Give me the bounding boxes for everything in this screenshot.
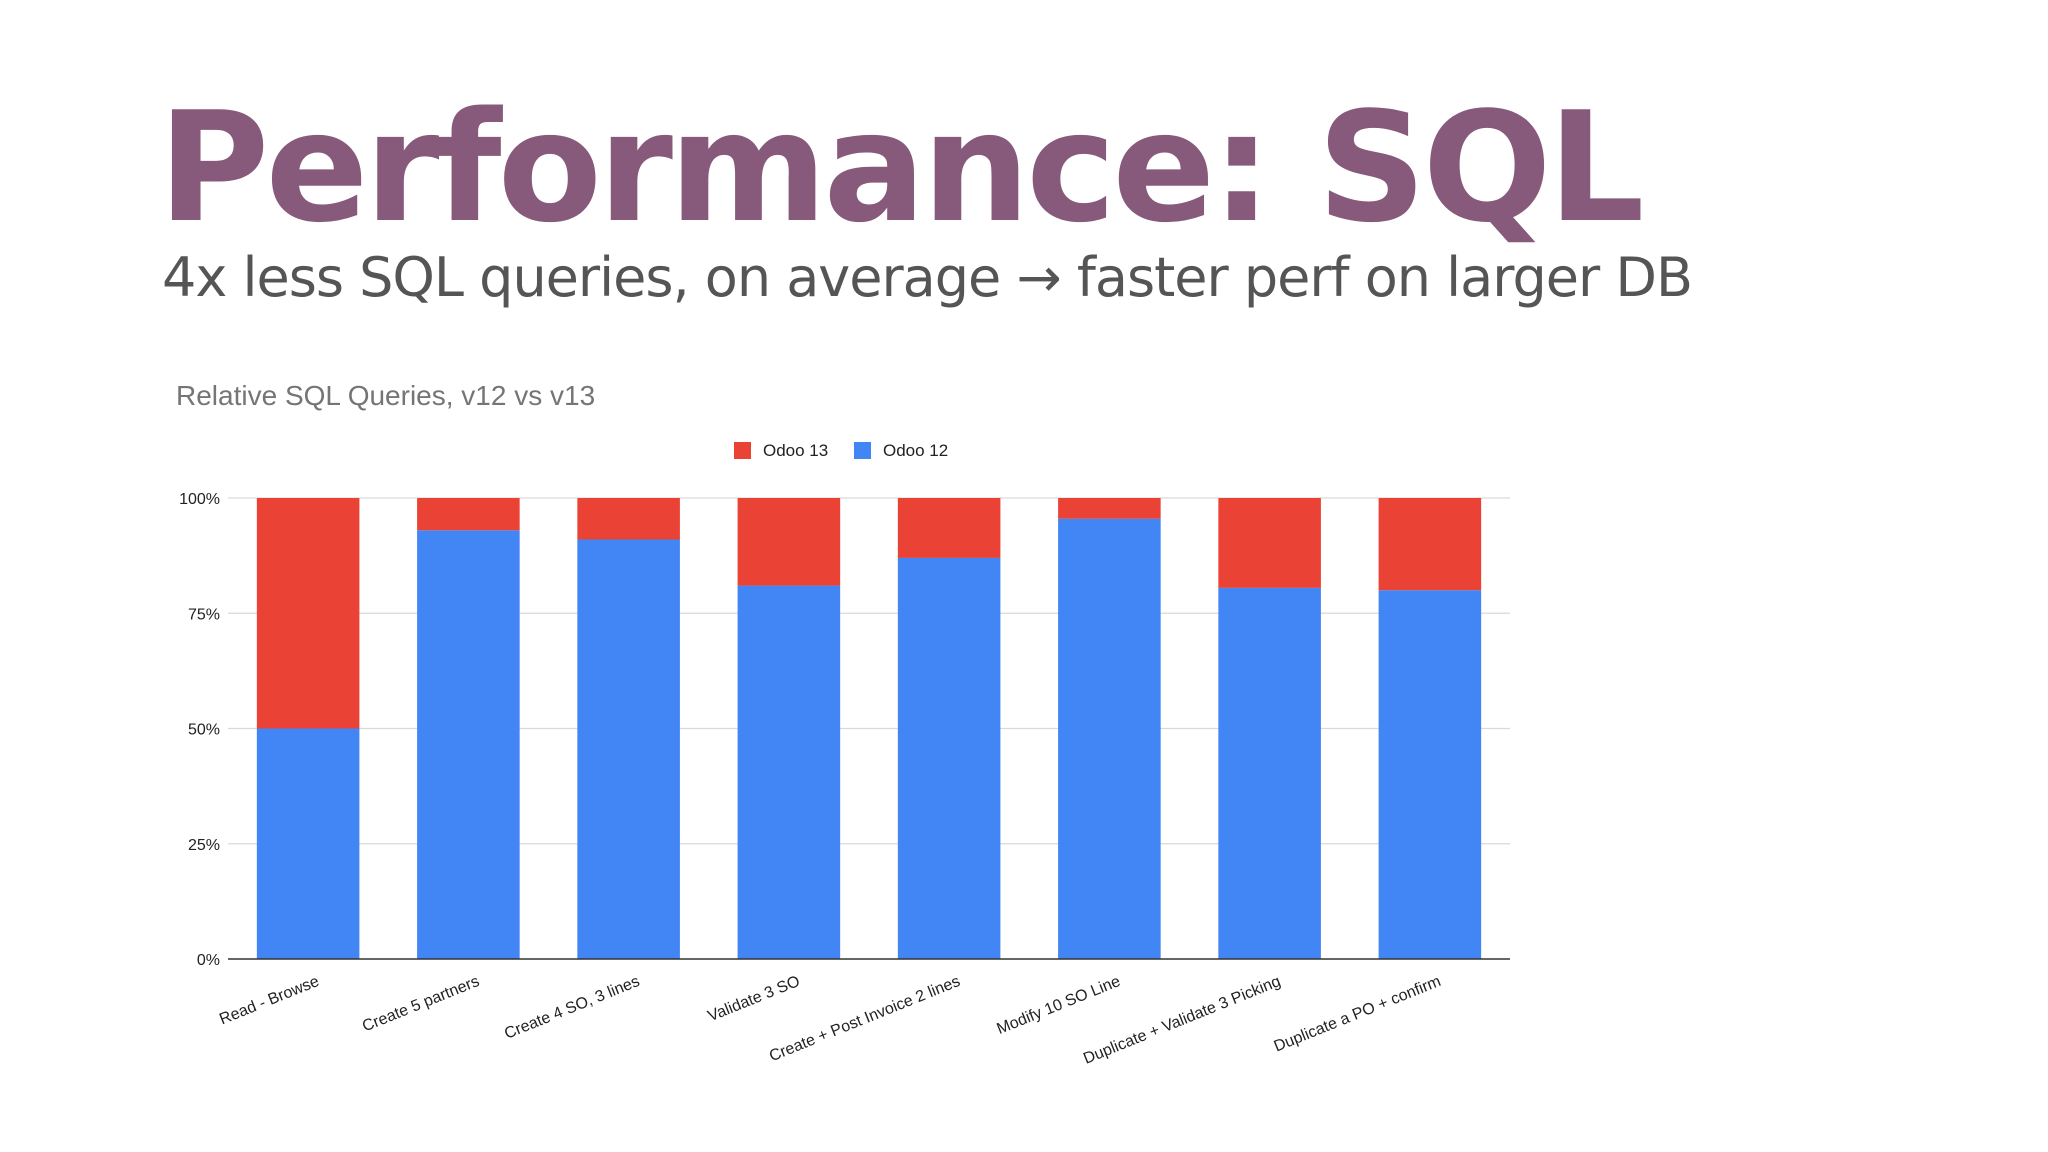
bar-odoo-12-duplicate-a-po-confirm — [1378, 590, 1482, 959]
slide-subtitle: 4x less SQL queries, on average → faster… — [162, 246, 1693, 309]
bar-odoo-12-create-post-invoice-2-lines — [897, 557, 1001, 959]
x-tick-label-create-5-partners: Create 5 partners — [360, 973, 482, 1035]
x-tick-label-create-4-so-3-lines: Create 4 SO, 3 lines — [502, 973, 642, 1043]
legend-label-odoo-13: Odoo 13 — [763, 441, 828, 460]
bar-odoo-13-create-5-partners — [417, 498, 520, 531]
bar-odoo-12-create-5-partners — [417, 530, 520, 959]
bar-odoo-12-create-4-so-3-lines — [577, 539, 680, 959]
bars — [256, 498, 1482, 959]
x-axis-labels: Read - Browse Create 5 partners Create 4 S… — [217, 973, 1443, 1068]
chart-title: Relative SQL Queries, v12 vs v13 — [176, 380, 595, 411]
bar-odoo-13-duplicate-validate-3-picking — [1218, 498, 1321, 588]
bar-odoo-12-read-browse — [256, 728, 360, 959]
bar-odoo-12-validate-3-so — [737, 585, 841, 959]
bar-odoo-13-create-post-invoice-2-lines — [897, 498, 1001, 558]
legend-swatch-odoo-13 — [734, 442, 751, 459]
x-tick-label-read-browse: Read - Browse — [217, 973, 322, 1028]
y-axis-ticks: 0% 25% 50% 75% 100% — [179, 491, 220, 969]
y-tick-label-100: 100% — [179, 491, 220, 508]
x-tick-label-modify-10-so-line: Modify 10 SO Line — [994, 973, 1123, 1038]
x-tick-label-validate-3-so: Validate 3 SO — [706, 973, 803, 1025]
bar-odoo-13-create-4-so-3-lines — [577, 498, 680, 540]
legend-label-odoo-12: Odoo 12 — [883, 441, 948, 460]
bar-odoo-13-modify-10-so-line — [1058, 498, 1161, 519]
chart-legend: Odoo 13 Odoo 12 — [734, 441, 948, 460]
y-tick-label-25: 25% — [188, 837, 220, 854]
bar-odoo-13-read-browse — [256, 498, 360, 729]
x-tick-label-duplicate-a-po-confirm: Duplicate a PO + confirm — [1272, 973, 1444, 1056]
bar-odoo-12-duplicate-validate-3-picking — [1218, 587, 1321, 959]
y-tick-label-50: 50% — [188, 722, 220, 739]
bar-odoo-13-validate-3-so — [737, 498, 841, 586]
bar-odoo-12-modify-10-so-line — [1058, 518, 1161, 959]
slide-title: Performance: SQL — [158, 79, 1645, 256]
legend-swatch-odoo-12 — [854, 442, 871, 459]
bar-odoo-13-duplicate-a-po-confirm — [1378, 498, 1482, 591]
y-tick-label-75: 75% — [188, 606, 220, 623]
y-tick-label-0: 0% — [197, 952, 220, 969]
